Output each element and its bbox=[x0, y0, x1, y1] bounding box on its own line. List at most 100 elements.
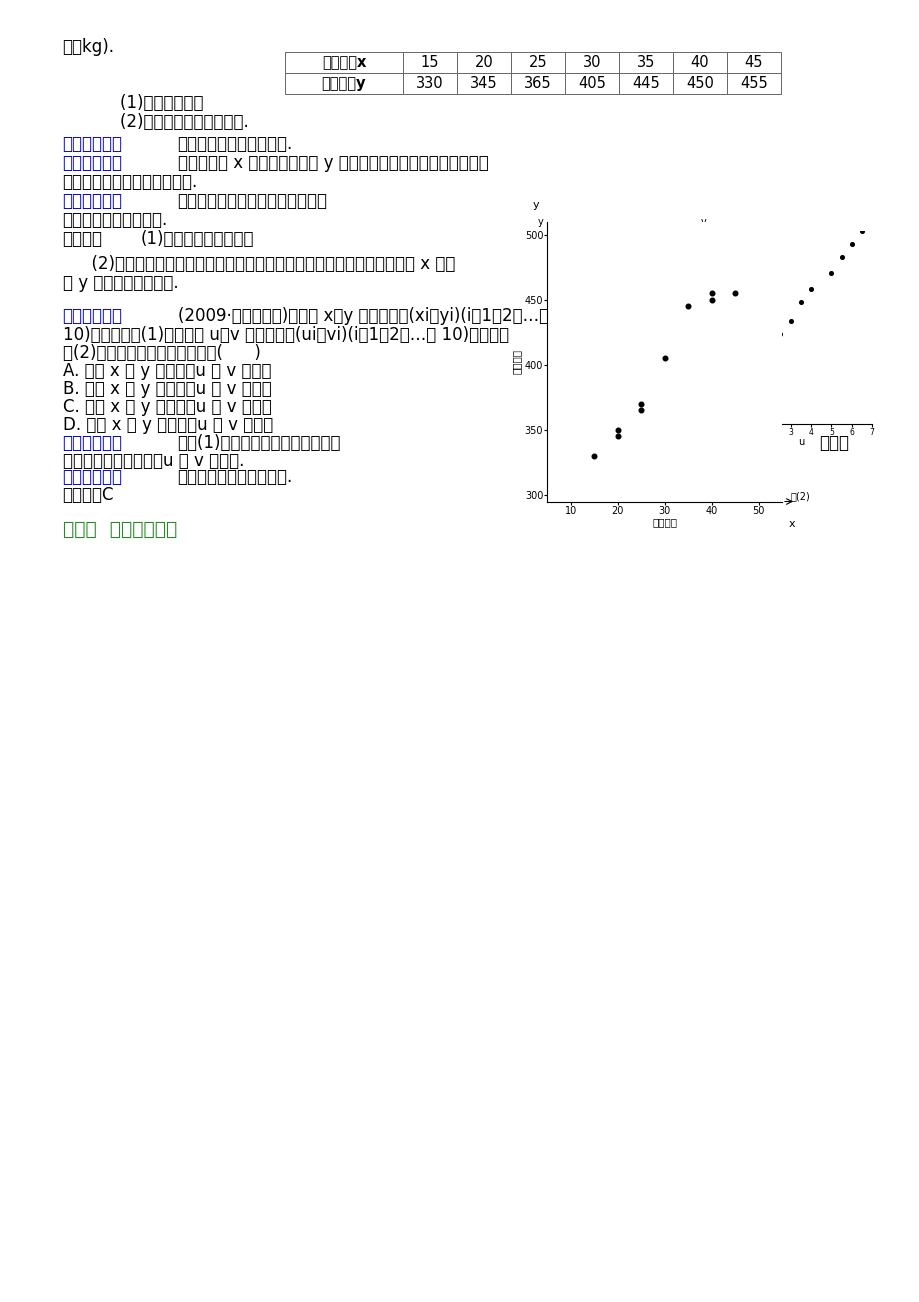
Text: A. 变量 x 与 y 正相关，u 与 v 正相关: A. 变量 x 与 y 正相关，u 与 v 正相关 bbox=[62, 362, 271, 380]
Point bbox=[656, 348, 671, 368]
Text: 45: 45 bbox=[744, 55, 763, 70]
Text: 位：kg).: 位：kg). bbox=[62, 38, 115, 56]
Text: 棉花产量y: 棉花产量y bbox=[322, 76, 366, 91]
Point bbox=[792, 292, 808, 312]
Text: (2)判断是否具有相关关系.: (2)判断是否具有相关关系. bbox=[99, 113, 249, 132]
Point bbox=[752, 355, 766, 376]
Text: 【命题立意】: 【命题立意】 bbox=[62, 135, 122, 154]
Text: (2)由散点图知，各组数据对应点大致都在一条直线附近，所以施化肥量 x 与产: (2)由散点图知，各组数据对应点大致都在一条直线附近，所以施化肥量 x 与产 bbox=[81, 255, 455, 273]
Text: 量 y 具有线性相关关系.: 量 y 具有线性相关关系. bbox=[62, 273, 178, 292]
X-axis label: x: x bbox=[633, 437, 640, 447]
Point bbox=[650, 329, 664, 350]
Text: 【标准解析】: 【标准解析】 bbox=[62, 434, 122, 452]
X-axis label: 施化肥量: 施化肥量 bbox=[652, 517, 676, 527]
Text: 10)，得散点图(1)；对变量 u、v 有观测数据(ui，vi)(i＝1，2，…， 10)，得散点: 10)，得散点图(1)；对变量 u、v 有观测数据(ui，vi)(i＝1，2，…… bbox=[62, 326, 508, 344]
Bar bbox=[618, 52, 673, 73]
Bar bbox=[403, 52, 457, 73]
Point bbox=[660, 349, 675, 370]
Y-axis label: v: v bbox=[700, 217, 706, 228]
Y-axis label: y: y bbox=[537, 217, 542, 228]
Point bbox=[578, 246, 593, 267]
Text: 35: 35 bbox=[636, 55, 654, 70]
Text: 405: 405 bbox=[577, 76, 606, 91]
Point bbox=[586, 445, 601, 466]
Point bbox=[772, 323, 787, 344]
Text: 图(1): 图(1) bbox=[627, 491, 646, 501]
Text: 330: 330 bbox=[415, 76, 443, 91]
Point bbox=[598, 272, 613, 293]
Point bbox=[823, 263, 838, 284]
Point bbox=[680, 368, 695, 389]
Text: 要点八  线性回归分析: 要点八 线性回归分析 bbox=[62, 519, 176, 539]
Point bbox=[588, 259, 603, 280]
Text: 关和负相关是常用方法.: 关和负相关是常用方法. bbox=[62, 211, 167, 229]
Point bbox=[633, 393, 648, 414]
Text: (1)画出散点图；: (1)画出散点图； bbox=[99, 94, 204, 112]
Bar bbox=[564, 73, 618, 94]
Text: 用施化肥量 x 作为横轴，产量 y 为纵轴可作出散点图，由散点图即: 用施化肥量 x 作为横轴，产量 y 为纵轴可作出散点图，由散点图即 bbox=[177, 154, 488, 172]
Bar bbox=[457, 73, 510, 94]
Text: 20: 20 bbox=[474, 55, 493, 70]
Text: 施化肥量x: 施化肥量x bbox=[322, 55, 366, 70]
Bar bbox=[403, 73, 457, 94]
Text: 445: 445 bbox=[631, 76, 659, 91]
Y-axis label: 棉花产量: 棉花产量 bbox=[511, 349, 521, 374]
Text: 【答案】C: 【答案】C bbox=[62, 486, 114, 504]
Text: (2009·宁夏、海南)对变量 x，y 有观测数据(xi，yi)(i＝1，2，…，: (2009·宁夏、海南)对变量 x，y 有观测数据(xi，yi)(i＝1，2，…… bbox=[177, 307, 548, 326]
Text: y: y bbox=[532, 201, 539, 211]
Text: 可分析是否具有线性相关关系.: 可分析是否具有线性相关关系. bbox=[62, 173, 198, 191]
Point bbox=[732, 381, 746, 402]
Bar bbox=[564, 52, 618, 73]
Text: D. 变量 x 与 y 负相关，u 与 v 负相关: D. 变量 x 与 y 负相关，u 与 v 负相关 bbox=[62, 417, 273, 434]
Text: 【技巧点拨】: 【技巧点拨】 bbox=[62, 467, 122, 486]
Text: C. 变量 x 与 y 负相关，u 与 v 正相关: C. 变量 x 与 y 负相关，u 与 v 正相关 bbox=[62, 398, 271, 417]
Point bbox=[690, 381, 705, 402]
Point bbox=[680, 296, 695, 316]
Text: 【变式训练】: 【变式训练】 bbox=[62, 307, 122, 326]
Text: 注意正负相关的判断标准.: 注意正负相关的判断标准. bbox=[177, 467, 292, 486]
Text: 40: 40 bbox=[690, 55, 709, 70]
Point bbox=[633, 400, 648, 421]
Point bbox=[834, 246, 848, 267]
Point bbox=[610, 426, 625, 447]
Text: 365: 365 bbox=[524, 76, 551, 91]
Text: 各点整体呈递增趋势，u 与 v 正相关.: 各点整体呈递增趋势，u 与 v 正相关. bbox=[62, 452, 244, 470]
Text: 图(2)．由这两个散点图可以判断(      ): 图(2)．由这两个散点图可以判断( ) bbox=[62, 344, 260, 362]
Text: 450: 450 bbox=[686, 76, 713, 91]
Bar bbox=[726, 52, 780, 73]
Point bbox=[610, 419, 625, 440]
Text: 25: 25 bbox=[528, 55, 547, 70]
Bar bbox=[673, 52, 726, 73]
Bar bbox=[673, 73, 726, 94]
Text: B. 变量 x 与 y 正相关，u 与 v 负相关: B. 变量 x 与 y 正相关，u 与 v 负相关 bbox=[62, 380, 271, 398]
Point bbox=[727, 283, 742, 303]
Text: 【误区警示】: 【误区警示】 bbox=[62, 191, 122, 210]
Text: 图(2): 图(2) bbox=[790, 491, 810, 501]
Point bbox=[854, 221, 868, 242]
Point bbox=[640, 318, 654, 339]
Point bbox=[803, 279, 818, 299]
Point bbox=[670, 362, 685, 383]
Text: 30: 30 bbox=[582, 55, 601, 70]
Text: 考查相关关系的分析方法.: 考查相关关系的分析方法. bbox=[177, 135, 292, 154]
Bar bbox=[510, 52, 564, 73]
Point bbox=[629, 305, 643, 326]
Bar bbox=[726, 73, 780, 94]
Point bbox=[618, 292, 633, 312]
X-axis label: u: u bbox=[797, 437, 803, 447]
Bar bbox=[457, 52, 510, 73]
Text: 可知，: 可知， bbox=[818, 434, 848, 452]
Text: (1)散点图如右图所示，: (1)散点图如右图所示， bbox=[141, 230, 254, 247]
Point bbox=[608, 285, 623, 306]
Bar bbox=[285, 73, 403, 94]
Point bbox=[844, 233, 858, 254]
Bar bbox=[285, 52, 403, 73]
Point bbox=[704, 289, 719, 310]
Bar bbox=[618, 73, 673, 94]
Text: 【答案】: 【答案】 bbox=[62, 230, 102, 247]
Point bbox=[742, 366, 756, 387]
Bar bbox=[510, 73, 564, 94]
Text: 455: 455 bbox=[739, 76, 767, 91]
Text: 【标准解析】: 【标准解析】 bbox=[62, 154, 122, 172]
Point bbox=[762, 342, 777, 363]
